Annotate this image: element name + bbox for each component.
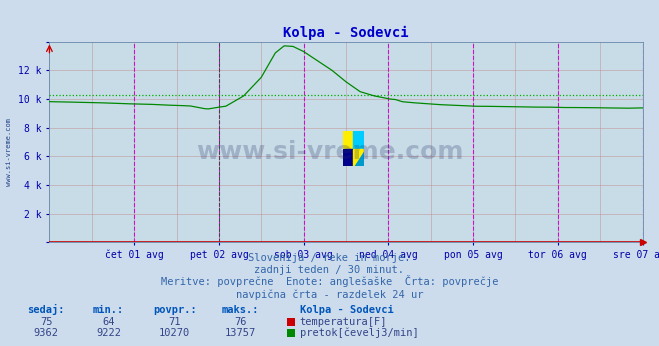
Text: 71: 71 <box>169 317 181 327</box>
Bar <box>343 131 353 149</box>
Text: maks.:: maks.: <box>222 305 259 315</box>
Text: navpična črta - razdelek 24 ur: navpična črta - razdelek 24 ur <box>236 289 423 300</box>
Text: 9362: 9362 <box>34 328 59 338</box>
Text: 9222: 9222 <box>96 328 121 338</box>
Bar <box>343 149 353 166</box>
Bar <box>343 131 353 149</box>
Text: www.si-vreme.com: www.si-vreme.com <box>5 118 12 186</box>
Text: zadnji teden / 30 minut.: zadnji teden / 30 minut. <box>254 265 405 275</box>
Title: Kolpa - Sodevci: Kolpa - Sodevci <box>283 26 409 40</box>
Text: 76: 76 <box>235 317 246 327</box>
Text: pretok[čevelj3/min]: pretok[čevelj3/min] <box>300 327 418 338</box>
Bar <box>353 131 364 149</box>
Text: Meritve: povprečne  Enote: anglešaške  Črta: povprečje: Meritve: povprečne Enote: anglešaške Črt… <box>161 275 498 288</box>
Text: 64: 64 <box>103 317 115 327</box>
Polygon shape <box>343 131 364 166</box>
Text: temperatura[F]: temperatura[F] <box>300 317 387 327</box>
Text: povpr.:: povpr.: <box>153 305 196 315</box>
Text: Slovenija / reke in morje.: Slovenija / reke in morje. <box>248 253 411 263</box>
Polygon shape <box>343 131 364 166</box>
Text: Kolpa - Sodevci: Kolpa - Sodevci <box>300 305 393 315</box>
Bar <box>343 149 353 166</box>
Text: www.si-vreme.com: www.si-vreme.com <box>196 140 463 164</box>
Text: sedaj:: sedaj: <box>28 304 65 315</box>
Bar <box>353 131 364 149</box>
Polygon shape <box>353 149 364 166</box>
Polygon shape <box>353 149 364 166</box>
Text: 10270: 10270 <box>159 328 190 338</box>
Text: 75: 75 <box>40 317 52 327</box>
Text: min.:: min.: <box>93 305 125 315</box>
Text: 13757: 13757 <box>225 328 256 338</box>
